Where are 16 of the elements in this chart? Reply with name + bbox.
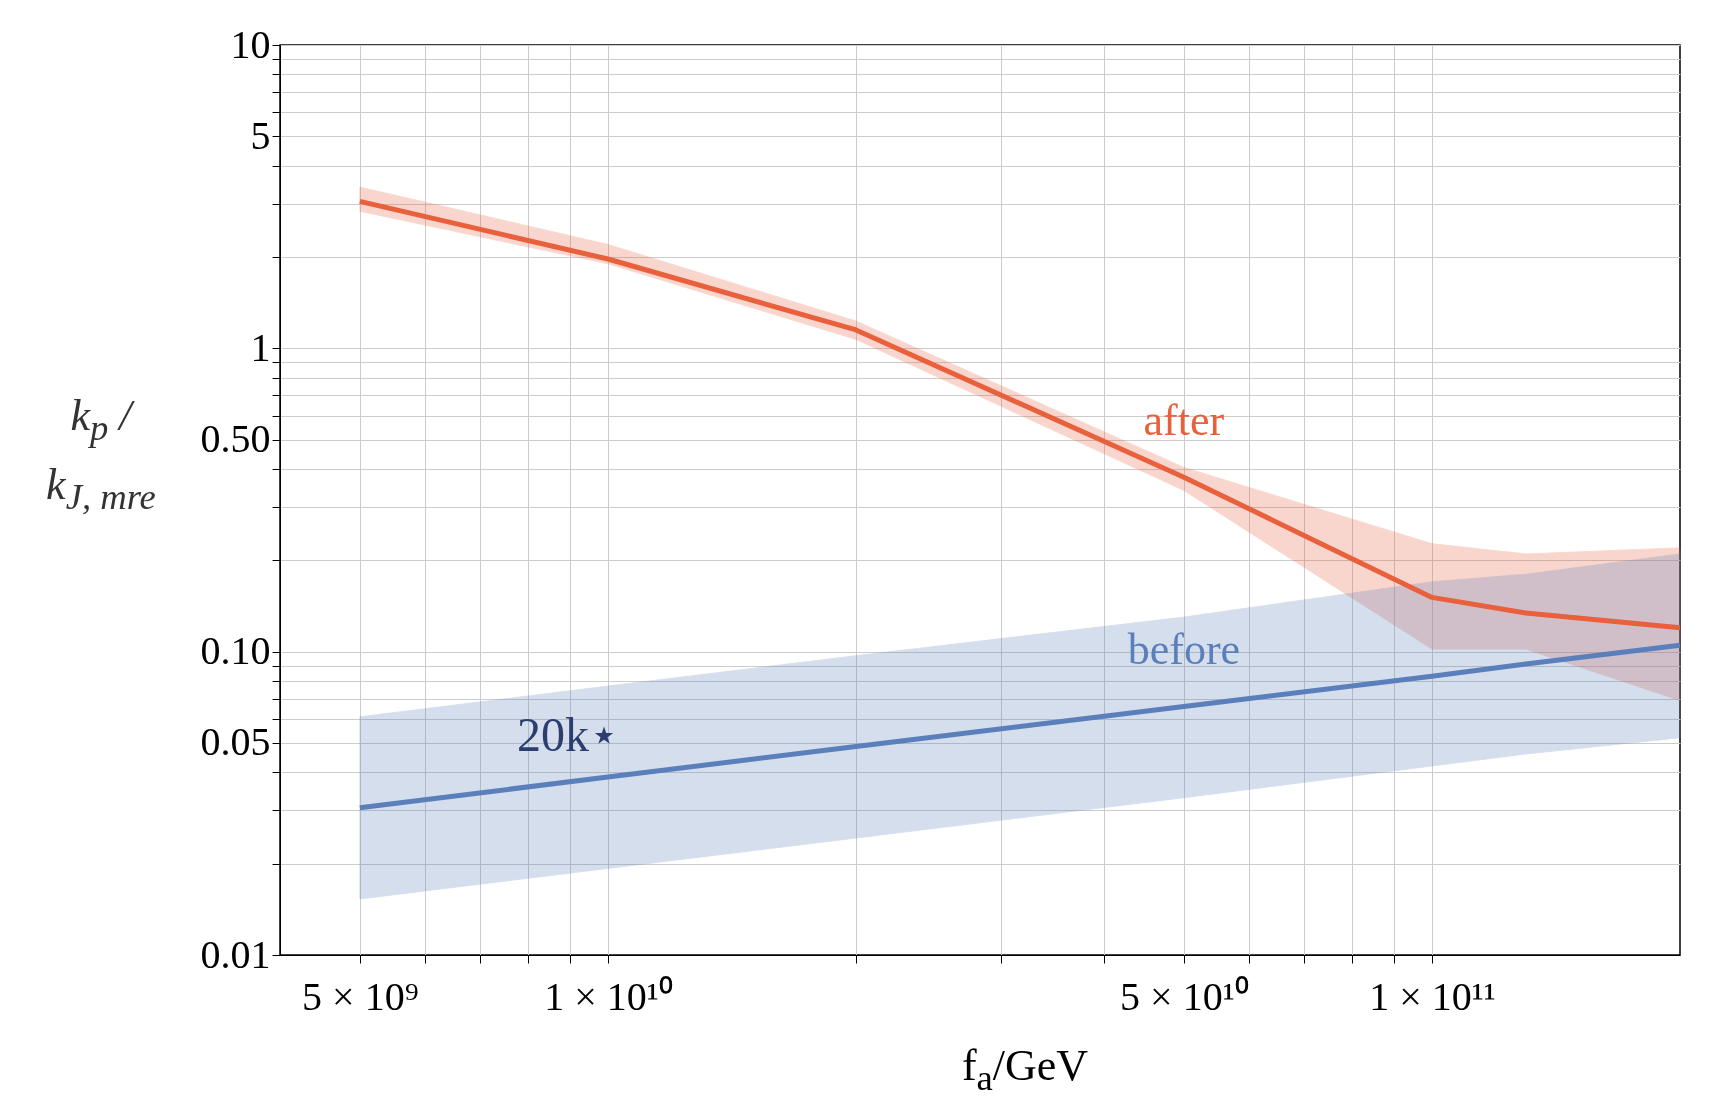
y-tick-label: 0.50	[200, 416, 271, 462]
x-tick-label: 5 × 10¹⁰	[1120, 973, 1249, 1019]
text: k$_{p}$ / k$_{J, mre}$	[46, 391, 156, 517]
x-tick-label: 1 × 10¹⁰	[544, 973, 673, 1019]
y-tick-label: 0.01	[200, 931, 271, 977]
y-tick-label: 0.05	[200, 719, 271, 765]
x-axis-title: f$_{a}$/GeV	[960, 1040, 1090, 1099]
series-label: after	[1143, 396, 1225, 446]
y-tick-label: 5	[250, 112, 271, 158]
x-tick-label: 5 × 10⁹	[302, 973, 419, 1019]
y-tick-label: 0.10	[200, 628, 271, 674]
y-tick-label: 10	[230, 21, 271, 67]
annotation: 20k⋆	[516, 708, 619, 762]
series-label: before	[1127, 625, 1241, 675]
x-tick-label: 1 × 10¹¹	[1369, 973, 1496, 1019]
y-tick-label: 1	[250, 324, 271, 370]
